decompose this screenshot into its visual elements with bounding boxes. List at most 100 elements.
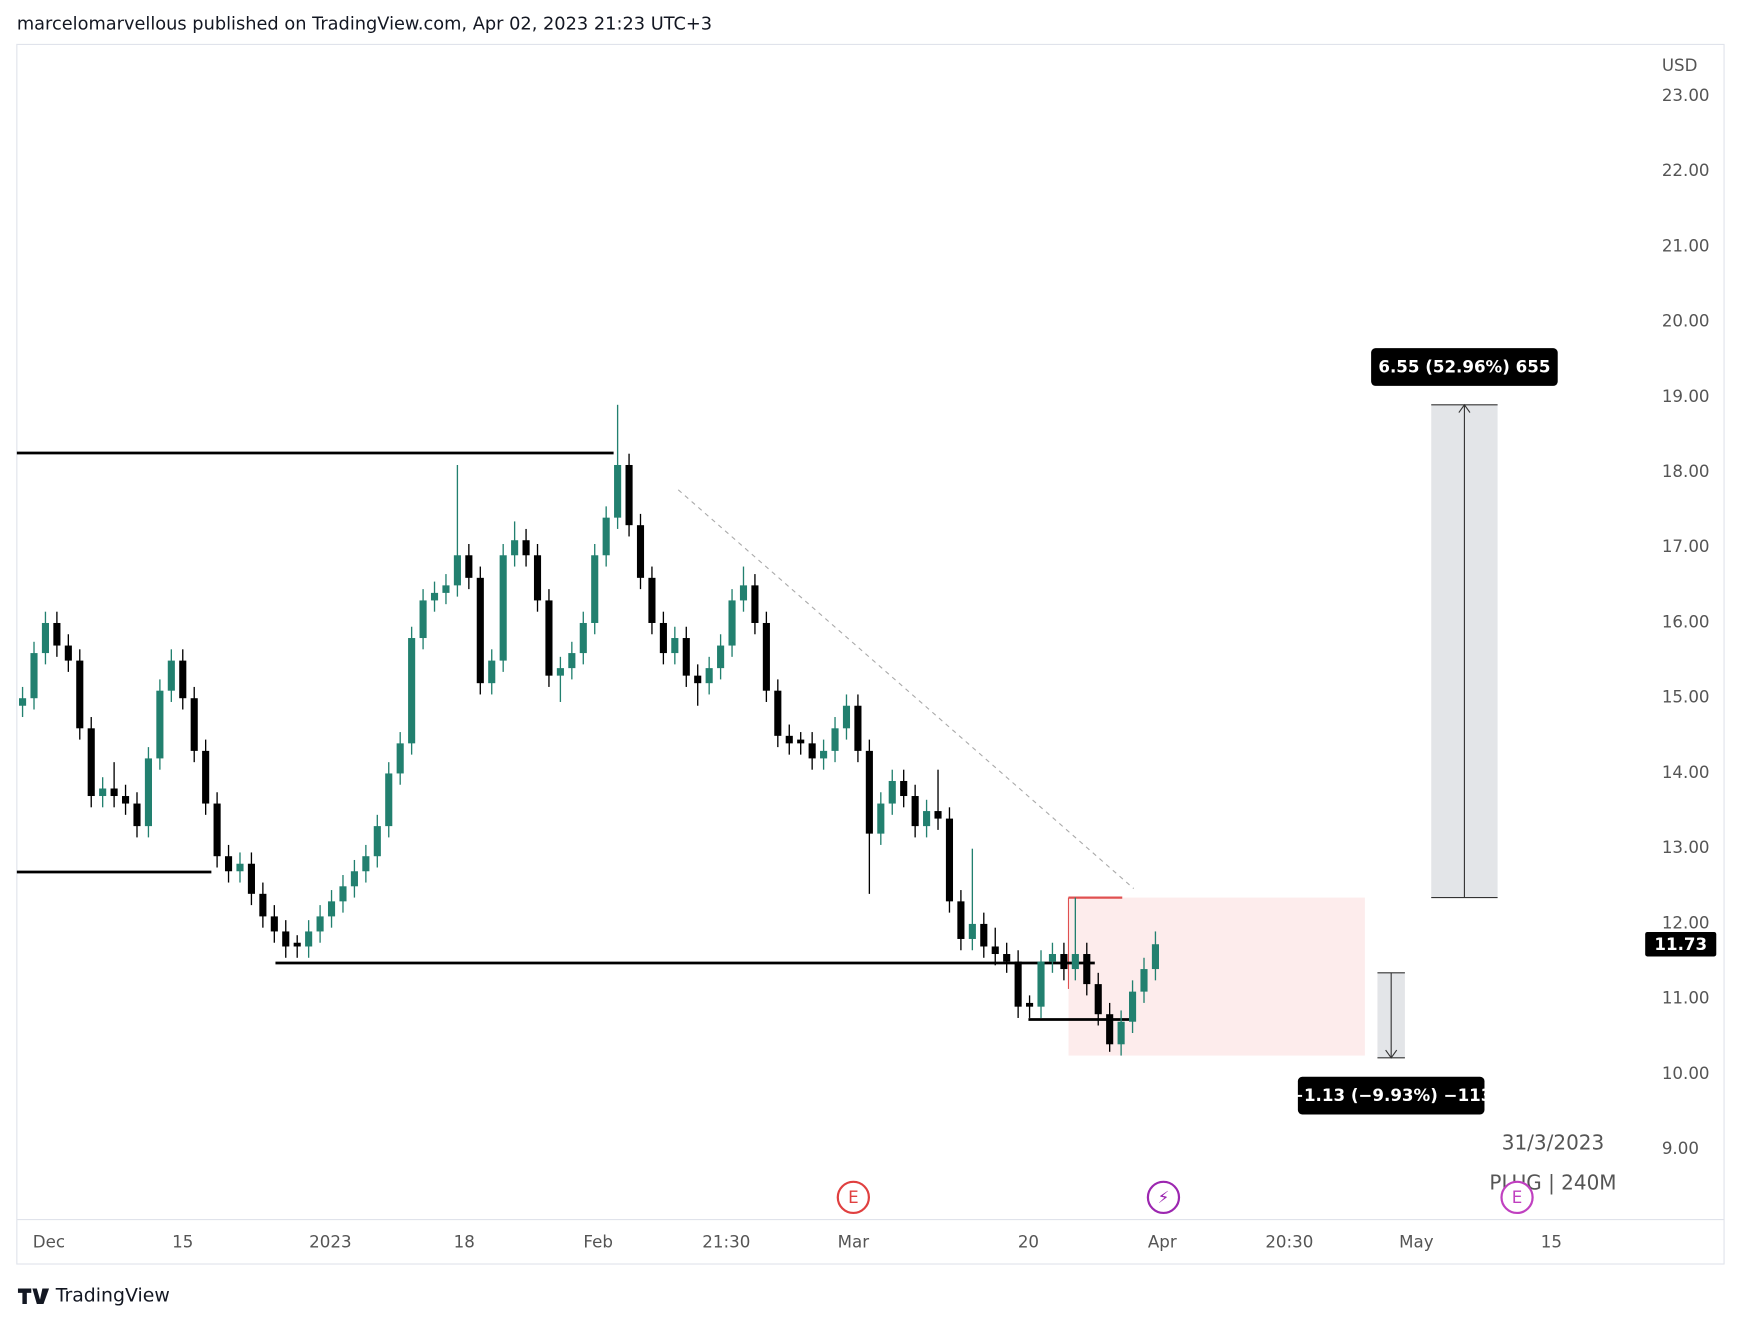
x-tick-label: 18: [454, 1232, 475, 1251]
candle-body: [842, 705, 851, 729]
candle-body: [568, 653, 576, 669]
candle-body: [53, 622, 61, 646]
candle-body: [762, 622, 770, 691]
candle-body: [236, 863, 244, 872]
x-tick-label: Mar: [838, 1232, 870, 1251]
candle-body: [682, 638, 690, 676]
candle-body: [293, 942, 301, 947]
candle-body: [1048, 954, 1057, 962]
candle-body: [614, 464, 622, 518]
y-tick-label: 22.00: [1662, 161, 1710, 180]
candle-body: [350, 871, 358, 887]
candle-body: [213, 803, 221, 857]
y-tick-label: 11.00: [1662, 989, 1710, 1008]
candle-body: [625, 464, 633, 526]
candle-body: [488, 660, 496, 684]
x-tick-label: Apr: [1148, 1232, 1177, 1251]
candle-body: [545, 600, 553, 676]
candle-body: [591, 555, 599, 623]
candle-body: [179, 660, 187, 699]
candle-body: [19, 698, 27, 706]
last-price-label: 11.73: [1654, 935, 1707, 954]
candle-body: [259, 893, 267, 917]
y-tick-label: 17.00: [1662, 537, 1710, 556]
measure-arrowhead: [1385, 1049, 1398, 1059]
candle-body: [453, 555, 461, 586]
candle-body: [167, 660, 175, 691]
candle-body: [76, 660, 84, 729]
event-label: E: [1512, 1188, 1523, 1207]
candle-body: [522, 540, 530, 556]
y-tick-label: 13.00: [1662, 838, 1710, 857]
candle-body: [968, 923, 976, 939]
candle-body: [41, 622, 50, 654]
candle-body: [865, 750, 873, 834]
trendline: [677, 489, 1135, 889]
candle-body: [1083, 954, 1091, 985]
x-tick-label: 2023: [309, 1232, 351, 1251]
candle-body: [465, 555, 473, 578]
candle-body: [785, 735, 793, 744]
candle-body: [820, 750, 828, 759]
candle-body: [957, 901, 965, 939]
candle-body: [648, 577, 656, 623]
candle-body: [99, 788, 107, 797]
candle-body: [327, 901, 336, 917]
last-price-tag: [1645, 932, 1717, 957]
currency: USD: [1662, 56, 1698, 75]
measure-label-text: −1.13 (−9.93%) −113: [1290, 1086, 1492, 1105]
y-tick-label: 14.00: [1662, 763, 1710, 782]
candle-body: [636, 525, 645, 578]
y-tick-label: 21.00: [1662, 236, 1710, 255]
candle-body: [888, 780, 896, 804]
y-tick-label: 12.00: [1662, 913, 1710, 932]
x-tick-label: Feb: [583, 1232, 613, 1251]
candle-body: [1071, 954, 1079, 970]
candle-body: [144, 758, 152, 827]
candle-body: [671, 638, 679, 654]
candle-body: [30, 653, 38, 699]
candle-body: [499, 555, 507, 661]
candle-body: [1060, 954, 1068, 970]
x-tick-label: 20: [1018, 1232, 1039, 1251]
candle-body: [854, 705, 862, 751]
date-label: 31/3/2023: [1502, 1131, 1604, 1155]
candle-body: [247, 863, 255, 894]
candle-body: [556, 668, 564, 676]
measure-label-box: [1297, 1076, 1485, 1115]
candle-body: [1026, 1002, 1034, 1007]
candle-body: [797, 739, 805, 744]
candle-body: [1117, 1021, 1125, 1045]
candle-body: [900, 780, 908, 797]
candle-body: [774, 690, 782, 736]
candle-body: [659, 622, 667, 654]
logo-icon: [17, 1288, 50, 1305]
candle-body: [1094, 984, 1102, 1015]
candle-body: [156, 690, 164, 759]
measure-label: 6.55 (52.96%) 655: [1371, 348, 1558, 386]
y-tick-label: 9.00: [1662, 1139, 1699, 1158]
candle-body: [877, 803, 885, 834]
candle-body: [980, 923, 988, 947]
x-tick-label: 15: [172, 1232, 193, 1251]
x-tick-label: 15: [1541, 1232, 1562, 1251]
candle-body: [316, 916, 324, 932]
candle-body: [808, 743, 816, 759]
candle-body: [739, 585, 748, 601]
candle-body: [190, 698, 198, 751]
event-badge: [1146, 1180, 1181, 1215]
candle-body: [579, 622, 587, 654]
frame: [16, 43, 1725, 1265]
candle-body: [270, 916, 278, 932]
candle-body: [1151, 944, 1160, 970]
measure-label-box: [1371, 348, 1558, 386]
y-tick-label: 15.00: [1662, 688, 1710, 707]
x-tick-label: 20:30: [1265, 1232, 1313, 1251]
candle-body: [110, 788, 118, 797]
candle-body: [1037, 961, 1045, 1007]
candle-body: [305, 931, 313, 947]
event-badge: [836, 1180, 871, 1215]
measure-arrowhead: [1458, 403, 1471, 413]
candle-body: [602, 517, 610, 556]
